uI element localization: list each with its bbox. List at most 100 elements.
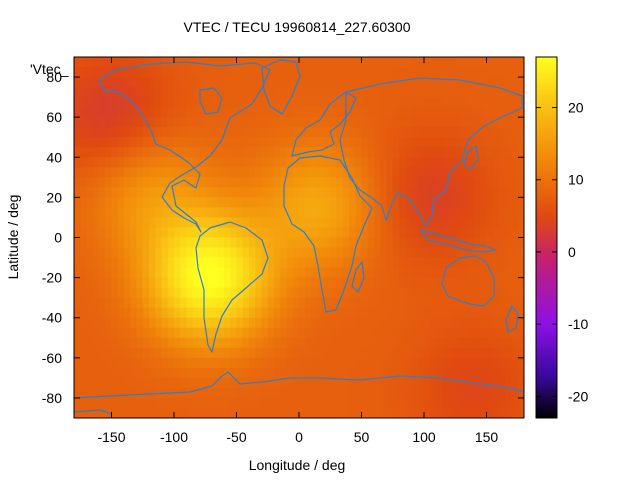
heatmap-cell [86,207,94,219]
heatmap-cell [505,197,513,209]
heatmap-cell [430,237,438,249]
heatmap-cell [405,237,413,249]
heatmap-cell [455,367,463,379]
heatmap-cell [236,307,244,319]
heatmap-cell [474,97,481,108]
heatmap-cell [205,157,213,168]
heatmap-cell [474,267,481,279]
heatmap-cell [136,247,144,259]
heatmap-cell [199,97,206,108]
heatmap-cell [155,287,163,299]
heatmap-cell [392,207,400,219]
heatmap-cell [330,377,338,389]
heatmap-cell [499,147,506,158]
heatmap-cell [424,317,431,329]
heatmap-cell [374,107,381,118]
heatmap-cell [92,327,100,339]
heatmap-cell [217,307,225,319]
heatmap-cell [255,277,263,289]
heatmap-cell [386,397,394,409]
heatmap-cell [224,97,231,108]
heatmap-cell [305,187,313,198]
heatmap-cell [92,367,100,379]
heatmap-cell [386,57,394,68]
heatmap-cell [355,377,363,389]
heatmap-cell [467,57,475,68]
heatmap-cell [367,267,375,279]
heatmap-cell [317,147,325,158]
heatmap-cell [392,257,400,269]
heatmap-cell [155,237,163,249]
heatmap-cell [380,197,388,209]
heatmap-cell [186,67,194,78]
heatmap-cell [405,127,413,138]
heatmap-cell [242,407,250,418]
heatmap-cell [317,287,325,299]
heatmap-cell [217,277,225,289]
heatmap-cell [142,287,150,299]
heatmap-cell [261,237,269,249]
heatmap-cell [299,117,306,128]
heatmap-cell [355,107,363,118]
heatmap-cell [136,277,144,289]
heatmap-cell [249,317,256,329]
heatmap-cell [274,347,281,359]
heatmap-cell [461,87,469,98]
heatmap-cell [242,327,250,339]
heatmap-cell [105,87,113,98]
heatmap-cell [99,127,106,138]
heatmap-cell [217,77,225,88]
heatmap-cell [199,327,206,339]
heatmap-cell [130,247,138,259]
heatmap-cell [274,77,281,88]
heatmap-cell [292,227,300,239]
heatmap-cell [324,357,331,369]
heatmap-cell [174,137,181,148]
heatmap-cell [361,117,369,128]
heatmap-cell [155,147,163,158]
heatmap-cell [292,237,300,249]
heatmap-cell [436,217,444,229]
heatmap-cell [436,317,444,329]
heatmap-cell [392,407,400,418]
heatmap-cell [455,167,463,178]
heatmap-cell [80,177,88,188]
heatmap-cell [311,227,319,239]
heatmap-cell [455,277,463,289]
heatmap-cell [205,197,213,209]
heatmap-cell [142,107,150,118]
heatmap-cell [211,327,219,339]
heatmap-cell [274,187,281,198]
heatmap-cell [149,117,156,128]
heatmap-cell [380,227,388,239]
heatmap-cell [217,407,225,418]
heatmap-cell [136,147,144,158]
heatmap-cell [224,287,231,299]
heatmap-cell [430,267,438,279]
heatmap-cell [374,317,381,329]
heatmap-cell [74,177,81,188]
heatmap-cell [249,307,256,319]
heatmap-cell [99,167,106,178]
heatmap-cell [386,127,394,138]
y-tick-label: -20 [42,270,62,286]
heatmap-cell [442,327,450,339]
heatmap-cell [349,327,356,339]
heatmap-cell [380,367,388,379]
heatmap-cell [292,67,300,78]
heatmap-cell [411,357,419,369]
heatmap-cell [324,307,331,319]
heatmap-cell [80,317,88,329]
heatmap-cell [424,167,431,178]
heatmap-cell [505,247,513,259]
heatmap-cell [117,87,125,98]
heatmap-cell [211,277,219,289]
heatmap-cell [517,147,524,158]
heatmap-cell [180,387,188,399]
heatmap-cell [86,87,94,98]
heatmap-cell [211,227,219,239]
heatmap-cell [230,287,238,299]
heatmap-cell [105,157,113,168]
heatmap-cell [517,317,524,329]
heatmap-cell [236,67,244,78]
